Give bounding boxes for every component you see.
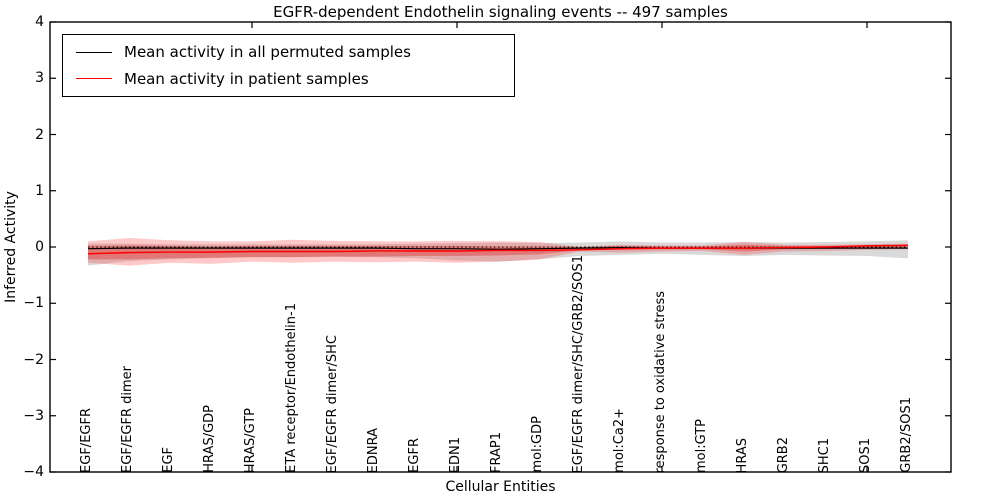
x-tick-label: EGF/EGFR dimer/SHC/GRB2/SOS1	[571, 254, 586, 474]
y-tick-label: −1	[23, 295, 44, 312]
legend-label: Mean activity in patient samples	[124, 69, 369, 88]
x-tick-label: HRAS/GDP	[202, 405, 217, 473]
x-tick-label: GRB2/SOS1	[899, 397, 914, 473]
x-tick-label: mol:Ca2+	[612, 408, 627, 473]
y-tick-label: 1	[35, 182, 44, 199]
x-tick-label: mol:GTP	[694, 419, 709, 473]
x-tick-label: SHC1	[817, 437, 832, 473]
x-tick-label: HRAS/GTP	[243, 407, 258, 473]
x-tick-label: EGF/EGFR	[79, 408, 94, 473]
x-tick-label: HRAS	[735, 437, 750, 473]
chart-title: EGFR-dependent Endothelin signaling even…	[273, 3, 728, 21]
patient-samples-spread-outer-band	[88, 238, 908, 266]
x-tick-label: EDN1	[448, 436, 463, 473]
x-tick-label: ETA receptor/Endothelin-1	[284, 303, 299, 473]
y-tick-label: −4	[23, 464, 44, 480]
x-tick-label: EGF	[161, 447, 176, 473]
legend-entry: Mean activity in all permuted samples	[63, 43, 514, 61]
x-tick-label: mol:GDP	[530, 416, 545, 473]
series-line-1	[87, 244, 909, 255]
x-axis-label: Cellular Entities	[445, 479, 556, 495]
y-tick-label: 4	[35, 14, 44, 30]
y-tick-label: −3	[23, 407, 44, 424]
legend-entry: Mean activity in patient samples	[63, 70, 514, 88]
x-tick-label: EGF/EGFR dimer/SHC	[325, 334, 340, 473]
x-tick-label: EGFR	[407, 438, 422, 473]
x-tick-label: SOS1	[858, 437, 873, 473]
x-tick-label: GRB2	[776, 436, 791, 473]
y-tick-label: 0	[35, 239, 44, 255]
y-tick-label: 2	[35, 126, 44, 143]
y-tick-label: 3	[35, 70, 44, 87]
legend: Mean activity in all permuted samples Me…	[62, 34, 515, 97]
y-tick-label: −2	[23, 351, 44, 368]
patient-line-sample-icon	[76, 78, 112, 80]
permuted-line-sample-icon	[76, 51, 112, 53]
legend-label: Mean activity in all permuted samples	[124, 43, 411, 62]
x-tick-label: EDNRA	[366, 427, 381, 473]
x-tick-label: EGF/EGFR dimer	[120, 366, 135, 473]
x-tick-label: FRAP1	[489, 432, 504, 473]
x-tick-label: response to oxidative stress	[653, 290, 668, 473]
